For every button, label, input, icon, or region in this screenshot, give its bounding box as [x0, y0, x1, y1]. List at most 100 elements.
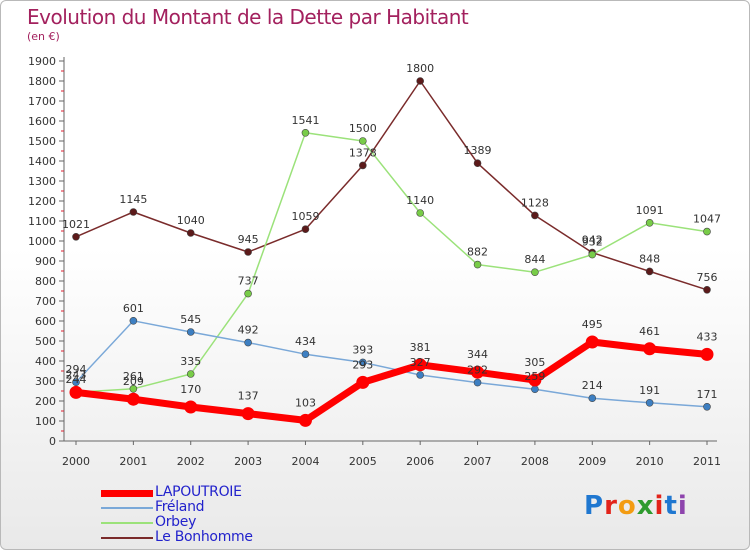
data-point [244, 248, 252, 256]
data-label: 209 [123, 375, 144, 388]
x-tick-label: 2007 [464, 455, 492, 468]
data-label: 1145 [119, 193, 147, 206]
data-point [186, 328, 195, 336]
data-label: 327 [410, 356, 431, 369]
data-point [301, 225, 310, 233]
data-label: 1128 [521, 196, 549, 209]
data-point [126, 392, 140, 406]
y-tick-label: 700 [35, 295, 56, 308]
y-tick-label: 900 [35, 255, 56, 268]
y-tick-label: 1000 [28, 235, 56, 248]
logo-letter: r [604, 491, 618, 521]
y-tick-label: 1300 [28, 175, 56, 188]
data-label: 844 [524, 253, 545, 266]
data-point [531, 268, 539, 277]
data-point [645, 398, 654, 407]
data-point [528, 373, 542, 387]
data-label: 243 [66, 368, 87, 381]
data-label: 381 [410, 341, 431, 354]
y-tick-label: 1100 [28, 215, 56, 228]
data-label: 292 [467, 364, 488, 377]
data-point [473, 260, 482, 269]
data-label: 545 [180, 313, 201, 326]
logo-letter: x [636, 491, 655, 521]
data-point [184, 400, 198, 414]
legend-swatch [101, 507, 153, 509]
data-point [703, 227, 711, 236]
x-tick-label: 2002 [177, 455, 205, 468]
data-point [301, 129, 310, 137]
data-label: 848 [639, 252, 660, 265]
data-label: 932 [582, 236, 603, 249]
data-point [244, 289, 252, 298]
data-point [186, 229, 195, 237]
proxiti-logo: Proxiti [584, 491, 688, 521]
data-label: 103 [295, 396, 316, 409]
data-label: 433 [697, 330, 718, 343]
data-label: 305 [524, 356, 545, 369]
data-label: 495 [582, 318, 603, 331]
data-point [471, 365, 485, 379]
data-point [643, 342, 657, 356]
x-tick-label: 2006 [406, 455, 434, 468]
y-tick-label: 600 [35, 315, 56, 328]
x-tick-label: 2005 [349, 455, 377, 468]
y-tick-label: 200 [35, 395, 56, 408]
data-label: 1091 [636, 204, 664, 217]
x-tick-label: 2010 [636, 455, 664, 468]
data-label: 137 [238, 390, 259, 403]
data-label: 1140 [406, 194, 434, 207]
data-point [531, 385, 539, 394]
data-point [72, 233, 80, 241]
data-label: 293 [352, 358, 373, 371]
chart-title: Evolution du Montant de la Dette par Hab… [27, 5, 469, 29]
legend-swatch [101, 489, 153, 497]
data-point [700, 347, 714, 361]
data-point [359, 358, 367, 367]
x-tick-label: 2003 [234, 455, 262, 468]
data-point [703, 285, 711, 294]
x-tick-label: 2011 [693, 455, 721, 468]
chart-subtitle: (en €) [27, 30, 60, 43]
x-tick-label: 2008 [521, 455, 549, 468]
data-label: 170 [180, 383, 201, 396]
data-point [129, 316, 138, 325]
data-point [416, 371, 424, 379]
data-label: 214 [582, 379, 603, 392]
y-tick-label: 400 [35, 355, 56, 368]
data-point [585, 335, 599, 349]
data-point [473, 378, 482, 387]
data-point [244, 338, 252, 347]
series-line [72, 338, 711, 424]
y-tick-label: 1200 [28, 195, 56, 208]
data-point [473, 159, 482, 167]
data-label: 461 [639, 325, 660, 338]
legend-label: Le Bonhomme [155, 529, 253, 545]
series-line [75, 132, 708, 393]
data-point [416, 209, 424, 217]
data-label: 1047 [693, 213, 721, 226]
data-label: 434 [295, 335, 316, 348]
series-line [75, 80, 708, 291]
data-label: 756 [697, 271, 718, 284]
y-tick-label: 0 [49, 435, 56, 448]
data-label: 259 [524, 370, 545, 383]
data-label: 1389 [464, 144, 492, 157]
data-point [416, 77, 424, 85]
data-point [703, 402, 711, 411]
data-point [531, 211, 539, 220]
data-point [298, 413, 312, 427]
data-label: 942 [582, 234, 603, 247]
x-tick-label: 2001 [119, 455, 147, 468]
logo-letter: o [617, 491, 637, 521]
data-point [588, 250, 597, 259]
data-label: 244 [66, 373, 87, 386]
y-tick-label: 1500 [28, 135, 56, 148]
data-label: 1040 [177, 214, 205, 227]
series-line [75, 320, 708, 408]
data-label: 261 [123, 370, 144, 383]
data-point [359, 161, 367, 170]
legend-label: Fréland [155, 499, 205, 515]
data-label: 1021 [62, 218, 90, 231]
